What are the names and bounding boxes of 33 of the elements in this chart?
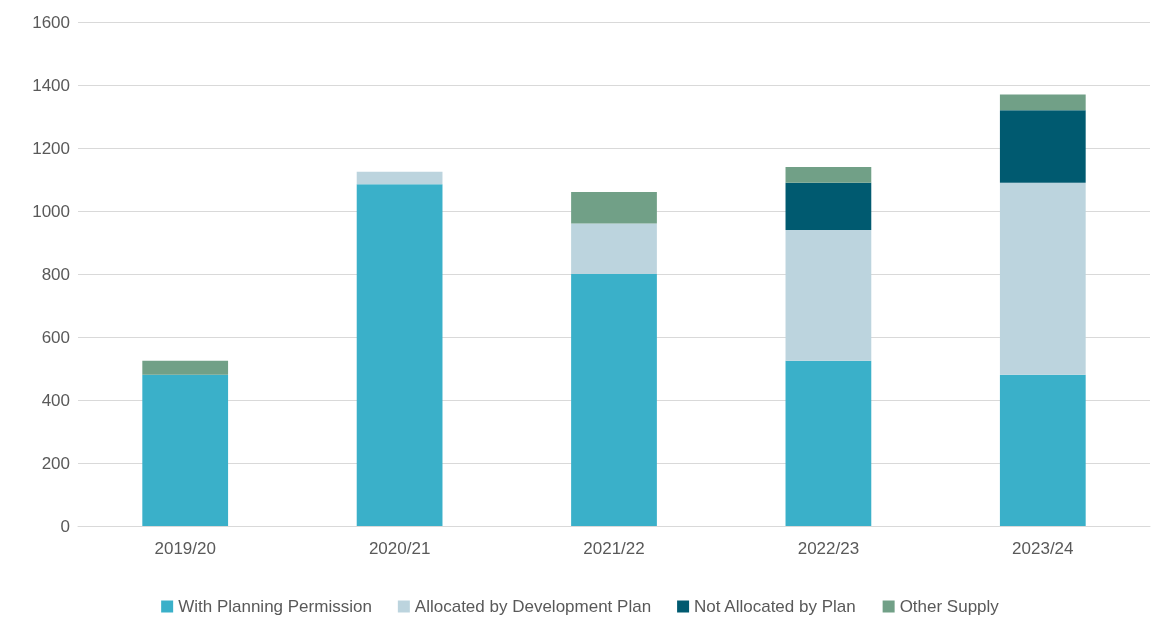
y-tick-label: 1000 (32, 201, 70, 221)
bar (999, 374, 1086, 526)
y-tick-label: 0 (60, 516, 70, 536)
x-tick-label: 2023/24 (1012, 539, 1074, 558)
y-tick-label: 200 (41, 453, 70, 473)
bar (571, 274, 657, 526)
bar (356, 171, 443, 185)
y-tick-label: 1200 (32, 138, 70, 158)
bar (999, 110, 1086, 183)
x-tick-label: 2021/22 (583, 539, 645, 558)
bar (571, 192, 657, 224)
y-tick-label: 600 (41, 327, 70, 347)
bar (785, 166, 872, 183)
legend-label: With Planning Permission (178, 597, 372, 616)
bar (999, 94, 1086, 111)
legend-label: Not Allocated by Plan (694, 597, 856, 616)
bar (785, 182, 872, 230)
bar (356, 184, 443, 526)
x-tick-label: 2022/23 (797, 539, 860, 558)
legend-label: Other Supply (899, 597, 1000, 616)
bar (785, 360, 872, 526)
x-tick-label: 2020/21 (368, 539, 431, 558)
y-tick-label: 1600 (32, 12, 70, 32)
bar (142, 360, 229, 375)
x-tick-label: 2019/20 (154, 539, 216, 558)
y-tick-label: 800 (41, 264, 70, 284)
y-tick-label: 1400 (32, 75, 70, 95)
bar (142, 374, 229, 526)
legend-label: Allocated by Development Plan (414, 597, 652, 616)
bar (571, 223, 657, 274)
bar (785, 229, 872, 361)
y-tick-label: 400 (41, 390, 70, 410)
bar (999, 182, 1086, 375)
